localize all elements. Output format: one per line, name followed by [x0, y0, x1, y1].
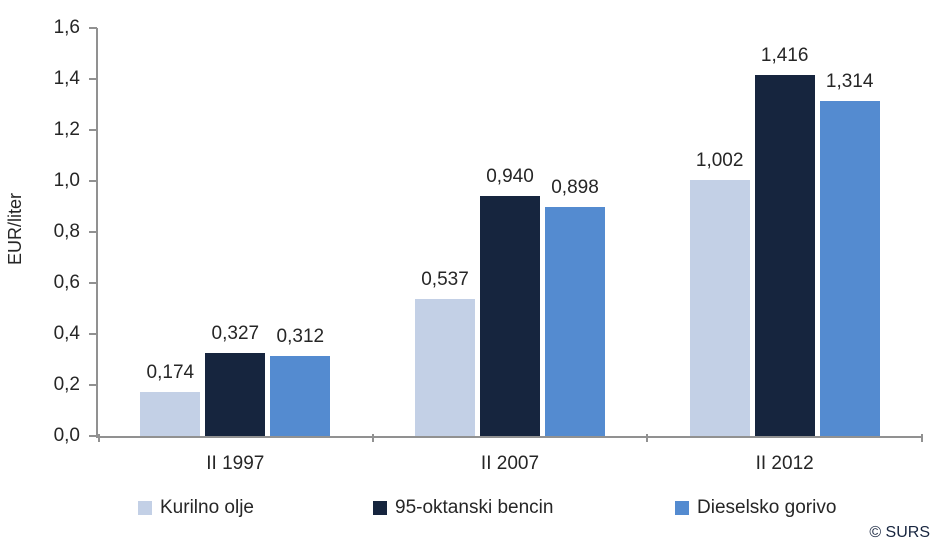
bar-95-oktanski-bencin-ii-2012 [754, 75, 815, 436]
bar-value-label-95-oktanski-bencin-ii-2007: 0,940 [486, 166, 534, 187]
y-tick-mark [89, 282, 97, 284]
x-tick-mark [921, 434, 923, 442]
y-tick-label: 1,2 [53, 119, 80, 140]
bar-value-label-kurilno-olje-ii-2007: 0,537 [421, 269, 469, 290]
bar-dieselsko-gorivo-ii-2007 [545, 207, 605, 436]
bar-kurilno-olje-ii-1997 [140, 392, 201, 436]
x-tick-mark [646, 434, 649, 442]
bar-95-oktanski-bencin-ii-1997 [205, 353, 266, 436]
legend-item-95-oktanski-bencin: 95-oktanski bencin [373, 497, 553, 519]
bar-kurilno-olje-ii-2012 [689, 180, 750, 436]
bar-95-oktanski-bencin-ii-2007 [480, 196, 540, 436]
bar-dieselsko-gorivo-ii-2012 [819, 101, 880, 436]
legend: Kurilno olje 95-oktanski bencin Dieselsko … [0, 497, 940, 519]
bar-value-label-dieselsko-gorivo-ii-1997: 0,312 [276, 326, 325, 347]
legend-swatch-dieselsko-gorivo [675, 501, 689, 515]
bar-value-label-95-oktanski-bencin-ii-1997: 0,327 [211, 323, 260, 344]
legend-item-dieselsko-gorivo: Dieselsko gorivo [675, 497, 836, 519]
bar-value-label-dieselsko-gorivo-ii-2012: 1,314 [825, 71, 874, 92]
y-tick-label: 0,0 [53, 425, 80, 446]
legend-label-dieselsko-gorivo: Dieselsko gorivo [697, 497, 837, 518]
bar-value-label-kurilno-olje-ii-1997: 0,174 [146, 362, 195, 383]
y-tick-label: 0,2 [53, 374, 80, 395]
category-label-ii-2012: II 2012 [755, 453, 814, 474]
legend-label-kurilno-olje: Kurilno olje [160, 497, 254, 518]
plot-area: 0,0 0,2 0,4 0,6 0,8 1,0 1,2 1,4 1,6 0,174 0,327 0,3… [54, 17, 923, 474]
bar-value-label-95-oktanski-bencin-ii-2012: 1,416 [760, 45, 809, 66]
source-attribution: © SURS [869, 524, 930, 541]
y-tick-mark [89, 435, 97, 437]
y-tick-mark [89, 333, 97, 335]
x-tick-mark [98, 434, 100, 442]
y-tick-mark [89, 129, 97, 131]
category-label-ii-2007: II 2007 [480, 453, 540, 474]
y-tick-mark [89, 78, 97, 80]
bar-dieselsko-gorivo-ii-1997 [270, 356, 331, 436]
y-tick-label: 0,4 [53, 323, 80, 344]
legend-item-kurilno-olje: Kurilno olje [138, 497, 254, 519]
x-tick-mark [371, 434, 374, 442]
bar-value-label-kurilno-olje-ii-2012: 1,002 [695, 150, 744, 171]
y-tick-mark [89, 384, 97, 386]
y-tick-label: 1,0 [53, 170, 80, 191]
y-tick-label: 0,8 [53, 221, 80, 242]
legend-swatch-95-oktanski-bencin [373, 501, 387, 515]
y-tick-mark [89, 27, 97, 29]
legend-swatch-kurilno-olje [138, 501, 152, 515]
bar-value-label-dieselsko-gorivo-ii-2007: 0,898 [551, 177, 599, 198]
y-tick-mark [89, 180, 97, 182]
legend-label-95-oktanski-bencin: 95-oktanski bencin [395, 497, 554, 518]
y-tick-label: 0,6 [53, 272, 80, 293]
y-tick-mark [89, 231, 97, 233]
bar-kurilno-olje-ii-2007 [415, 299, 475, 436]
y-tick-label: 1,6 [53, 17, 80, 38]
y-tick-label: 1,4 [53, 68, 80, 89]
category-label-ii-1997: II 1997 [206, 453, 265, 474]
